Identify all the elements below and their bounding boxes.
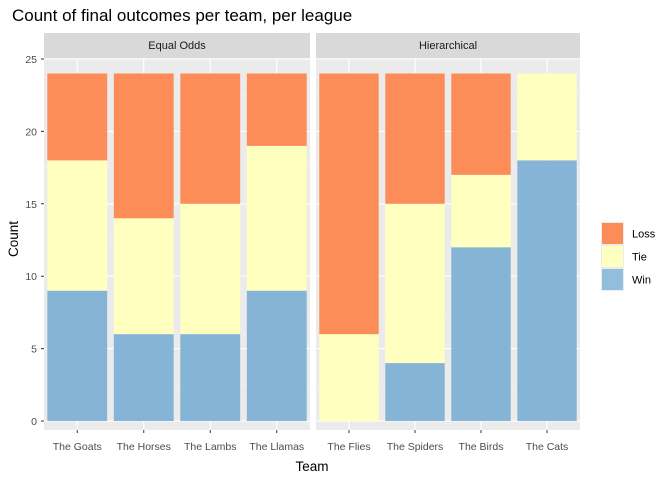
panels: Equal Odds The Goats The Horses The Lambs Th… — [44, 33, 580, 453]
legend-swatch-win — [602, 269, 623, 290]
x-tick-label: The Goats — [53, 441, 102, 453]
y-tick-label: 20 — [25, 126, 37, 138]
bar-the-horses-win — [113, 334, 174, 421]
x-tick-label: The Cats — [526, 441, 569, 453]
facet-strip — [44, 33, 310, 58]
x-tick-label: The Birds — [459, 441, 504, 453]
bar-the-spiders-loss — [385, 73, 445, 204]
y-tick-label: 15 — [25, 199, 37, 211]
x-tick-label: The Flies — [327, 441, 370, 453]
x-axis-title: Team — [295, 459, 328, 474]
panel-hierarchical: Hierarchical The Flies The Spiders The Bird… — [316, 33, 580, 453]
x-tick-label: The Lambs — [184, 441, 237, 453]
legend: Loss Tie Win — [601, 222, 656, 291]
y-axis: 0 5 10 15 20 25 — [25, 54, 44, 428]
bar-the-goats-loss — [47, 73, 108, 161]
bar-the-lambs-loss — [180, 73, 241, 204]
legend-swatch-tie — [602, 246, 623, 267]
bar-the-lambs-win — [180, 334, 241, 421]
bar-the-horses-tie — [113, 218, 174, 335]
chart-title: Count of final outcomes per team, per le… — [12, 6, 352, 25]
bar-the-horses-loss — [113, 73, 174, 219]
legend-swatch-loss — [602, 223, 623, 244]
bar-the-goats-win — [47, 290, 108, 421]
bar-the-cats-win — [517, 160, 577, 422]
y-axis-title: Count — [6, 221, 21, 257]
x-tick-label: The Llamas — [249, 441, 304, 453]
bar-the-birds-loss — [451, 73, 511, 175]
bar-the-llamas-loss — [246, 73, 307, 146]
bar-the-birds-win — [451, 247, 511, 421]
bar-the-birds-tie — [451, 174, 511, 248]
y-tick-label: 10 — [25, 271, 37, 283]
legend-label-tie: Tie — [632, 252, 647, 264]
x-tick-label: The Spiders — [387, 441, 444, 453]
y-tick-label: 25 — [25, 54, 37, 66]
facet-strip-label: Hierarchical — [419, 40, 477, 52]
bar-the-goats-tie — [47, 160, 108, 291]
facet-strip — [316, 33, 580, 58]
bar-the-llamas-win — [246, 290, 307, 421]
panel-equal-odds: Equal Odds The Goats The Horses The Lambs Th… — [44, 33, 310, 453]
x-tick-label: The Horses — [117, 441, 171, 453]
bar-the-cats-tie — [517, 73, 577, 161]
bar-the-llamas-tie — [246, 145, 307, 291]
bar-the-spiders-win — [385, 363, 445, 421]
legend-label-loss: Loss — [632, 229, 656, 241]
bar-the-spiders-tie — [385, 203, 445, 364]
facet-strip-label: Equal Odds — [148, 40, 206, 52]
bar-the-flies-loss — [319, 73, 379, 335]
y-tick-label: 5 — [31, 344, 37, 356]
legend-label-win: Win — [632, 275, 651, 287]
bar-the-lambs-tie — [180, 203, 241, 335]
bar-the-flies-tie — [319, 334, 379, 421]
y-tick-label: 0 — [31, 416, 37, 428]
